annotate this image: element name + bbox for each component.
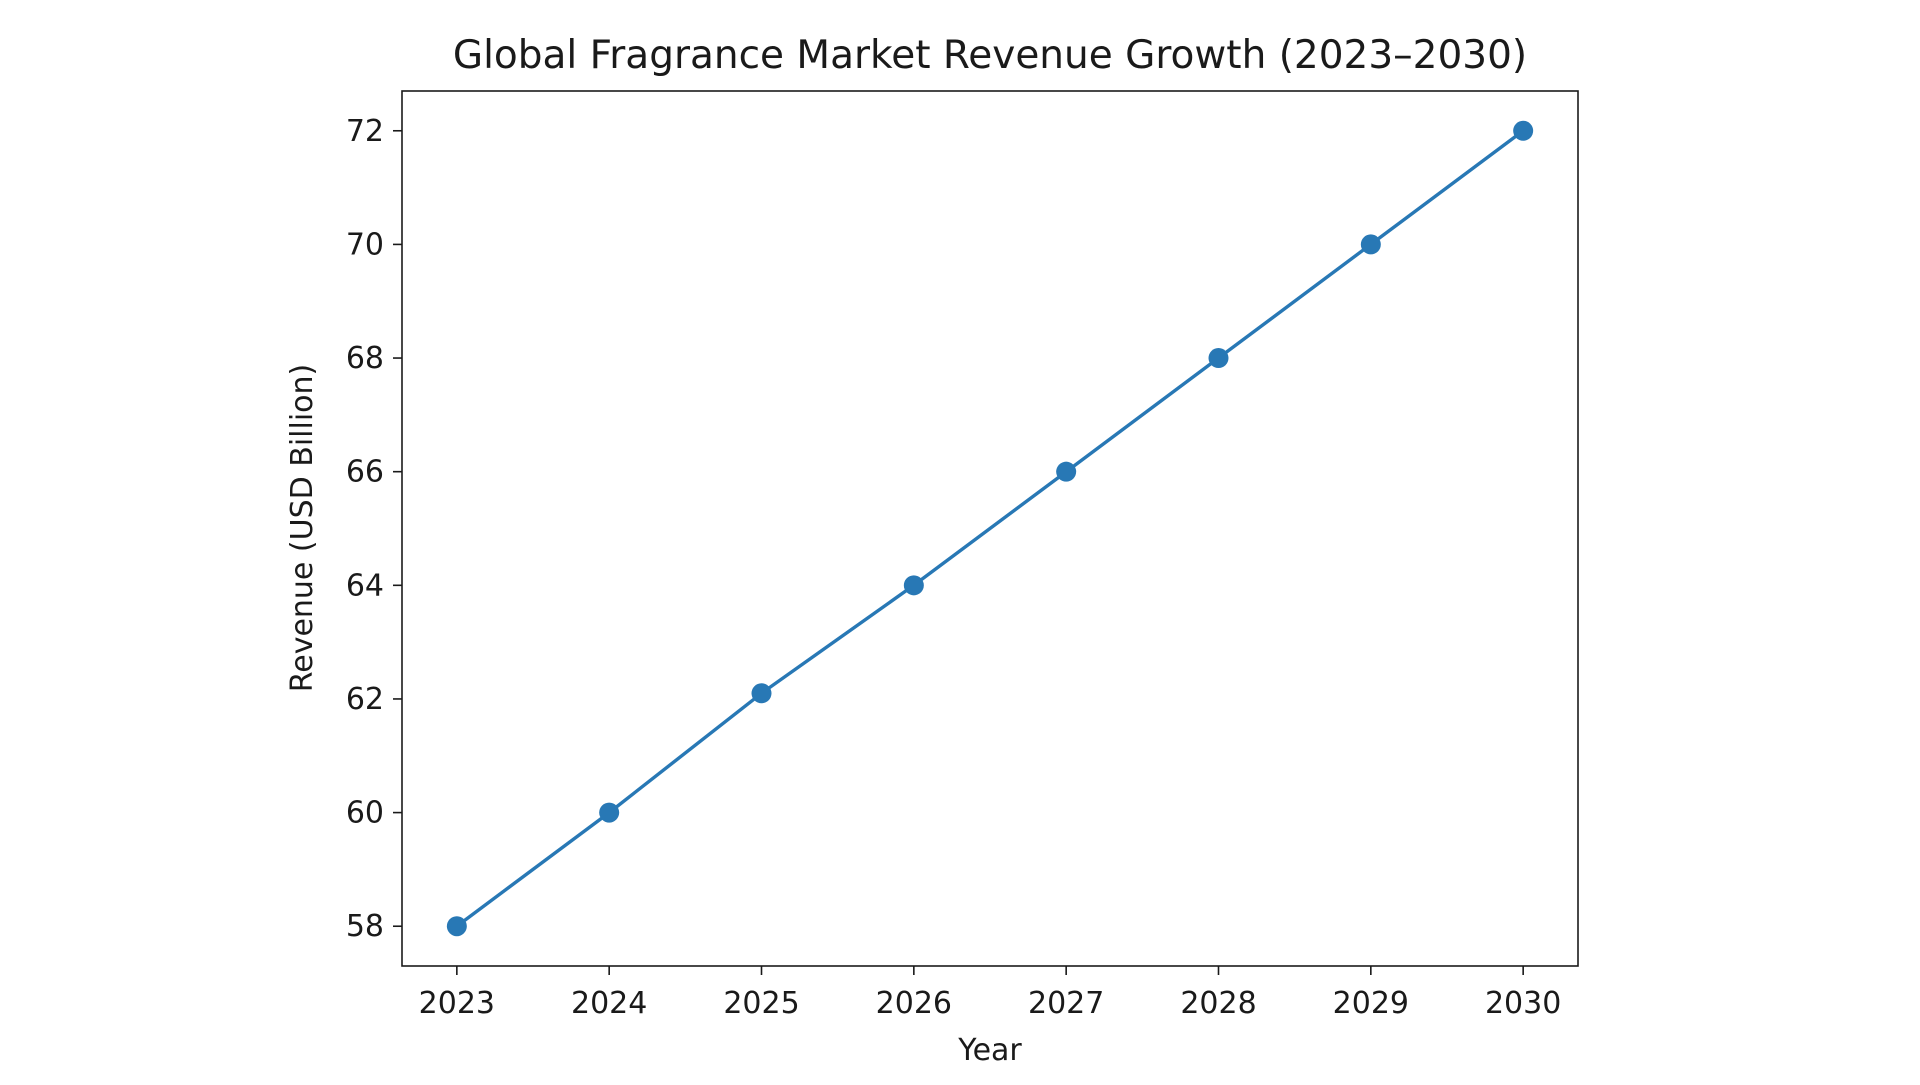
data-point[interactable] [1513,120,1534,141]
x-tick-label: 2027 [1028,986,1104,1021]
x-tick-label: 2029 [1333,986,1409,1021]
series-line [455,129,1525,928]
y-tick-label: 64 [346,568,384,603]
y-tick-label: 72 [346,114,384,149]
x-tick-label: 2023 [419,986,495,1021]
y-tick-label: 66 [346,455,384,490]
data-point[interactable] [446,916,467,937]
data-point[interactable] [1208,348,1229,369]
data-point[interactable] [599,802,620,823]
data-point[interactable] [1360,234,1381,255]
x-tick-label: 2028 [1180,986,1256,1021]
y-axis: 58 60 62 64 66 68 70 72 [346,114,402,944]
plot-area-frame [401,90,1579,967]
x-axis: 2023 2024 2025 2026 2027 2028 2029 2030 [419,966,1561,1021]
x-tick-label: 2025 [723,986,799,1021]
x-tick-label: 2024 [571,986,647,1021]
x-axis-label: Year [957,1033,1022,1068]
data-point[interactable] [903,575,924,596]
series-layer [446,120,1534,937]
x-tick-label: 2030 [1485,986,1561,1021]
y-tick-label: 60 [346,796,384,831]
y-tick-label: 58 [346,909,384,944]
y-tick-label: 62 [346,682,384,717]
y-axis-label: Revenue (USD Billion) [285,364,320,693]
data-point[interactable] [1056,461,1077,482]
data-point[interactable] [751,683,772,704]
chart-title: Global Fragrance Market Revenue Growth (… [453,33,1527,78]
x-tick-label: 2026 [876,986,952,1021]
y-tick-label: 68 [346,341,384,376]
y-tick-label: 70 [346,227,384,262]
